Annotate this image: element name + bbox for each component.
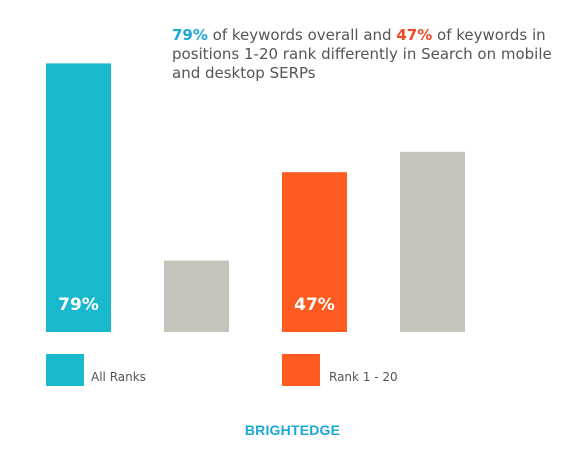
chart-headline: 79% of keywords overall and 47% of keywo… bbox=[172, 26, 572, 83]
headline-text-1: of keywords overall and bbox=[207, 26, 397, 44]
headline-top20-percent: 47% bbox=[396, 26, 433, 44]
legend-swatch bbox=[282, 354, 320, 386]
bar-group1-primary bbox=[46, 63, 111, 333]
legend-label-all-ranks: All Ranks bbox=[91, 370, 146, 384]
bar-group2-gray bbox=[400, 151, 465, 332]
brightedge-logo: BRIGHTEDGE bbox=[244, 422, 341, 438]
headline-overall-percent: 79% bbox=[172, 26, 208, 44]
bar-group1-gray bbox=[164, 260, 229, 332]
bar-value-label: 47% bbox=[294, 295, 335, 315]
bar-value-label: 79% bbox=[58, 295, 99, 315]
legend-label-rank-1-20: Rank 1 - 20 bbox=[329, 370, 398, 384]
bar-group2-primary bbox=[282, 172, 347, 332]
headline-text-2: of keywords in positions 1-20 rank diffe… bbox=[172, 26, 552, 82]
legend-swatch bbox=[46, 354, 84, 386]
